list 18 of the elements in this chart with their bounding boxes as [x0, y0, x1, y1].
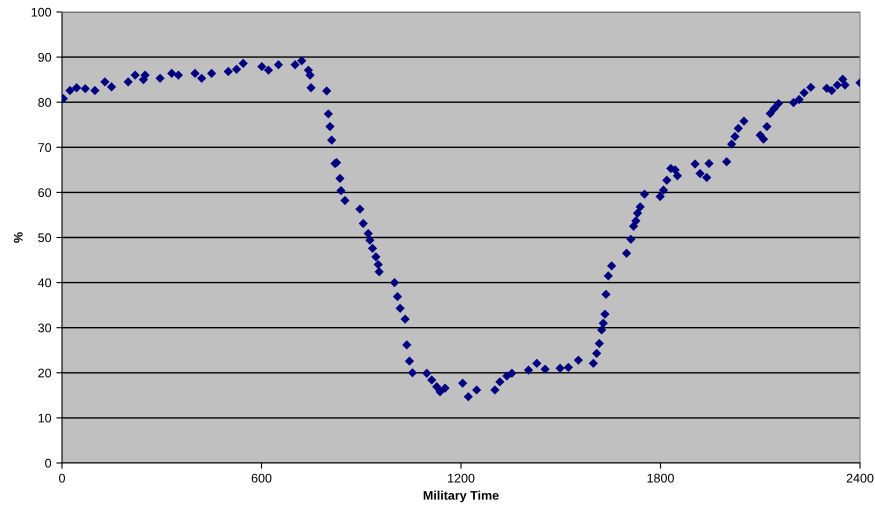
y-axis-title: %	[14, 232, 23, 243]
y-tick-label: 30	[38, 324, 52, 332]
y-tick-label: 70	[38, 143, 52, 152]
y-tick-label: 100	[32, 8, 52, 17]
y-tick-label: 80	[38, 98, 52, 107]
y-tick-label: 0	[45, 458, 52, 468]
x-tick-label: 1200	[448, 474, 474, 483]
x-tick-label: 1800	[648, 474, 674, 483]
x-tick-label: 2400	[846, 474, 874, 483]
x-tick-label: 600	[252, 474, 272, 483]
y-tick-label: 60	[38, 188, 52, 198]
x-axis-title: Military Time	[424, 490, 499, 502]
x-tick-label: 0	[59, 474, 65, 483]
y-tick-label: 50	[38, 233, 52, 242]
y-tick-label: 20	[38, 368, 52, 378]
y-tick-label: 40	[38, 278, 52, 288]
y-tick-label: 90	[38, 52, 52, 62]
y-tick-label: 10	[38, 414, 52, 423]
